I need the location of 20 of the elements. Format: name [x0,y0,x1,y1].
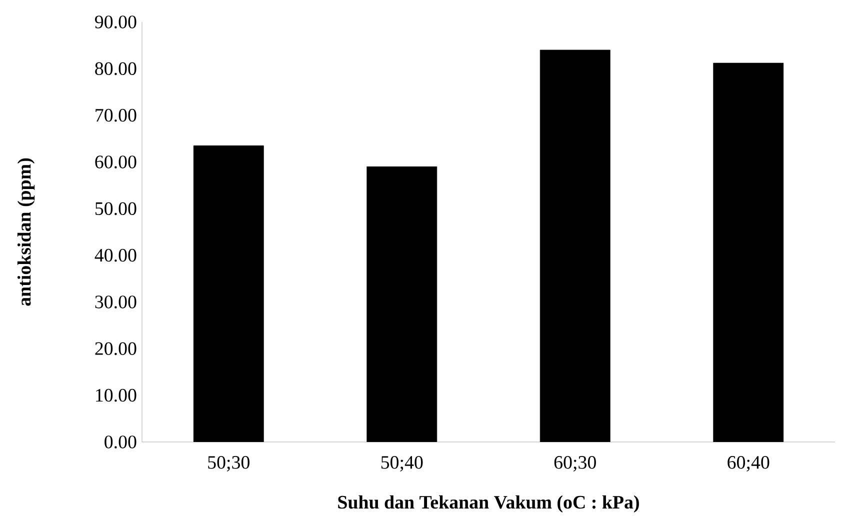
x-tick-label: 60;40 [728,456,770,472]
x-tick-label: 50;40 [381,456,423,472]
bar [193,145,264,442]
y-tick-label: 80.00 [95,62,136,76]
y-tick-label: 30.00 [95,296,136,308]
bar [540,50,610,442]
y-tick-label: 60.00 [95,156,136,168]
x-tick-label: 50;30 [208,456,250,472]
y-tick-label: 70.00 [96,108,136,122]
bar [713,62,784,442]
y-tick-label: 40.00 [94,248,136,262]
y-tick-label: 20.00 [95,342,136,356]
x-tick-label: 60;30 [554,456,596,472]
y-axis-title: antioksidan (ppm) [17,158,35,306]
y-tick-label: 10.00 [96,388,136,402]
bar [366,166,438,442]
x-axis-title: Suhu dan Tekanan Vakum (oC : kPa) [338,495,639,512]
y-tick-label: 50.00 [96,202,136,216]
y-tick-label: 0.00 [104,436,136,448]
y-tick-label: 90.00 [95,16,136,28]
